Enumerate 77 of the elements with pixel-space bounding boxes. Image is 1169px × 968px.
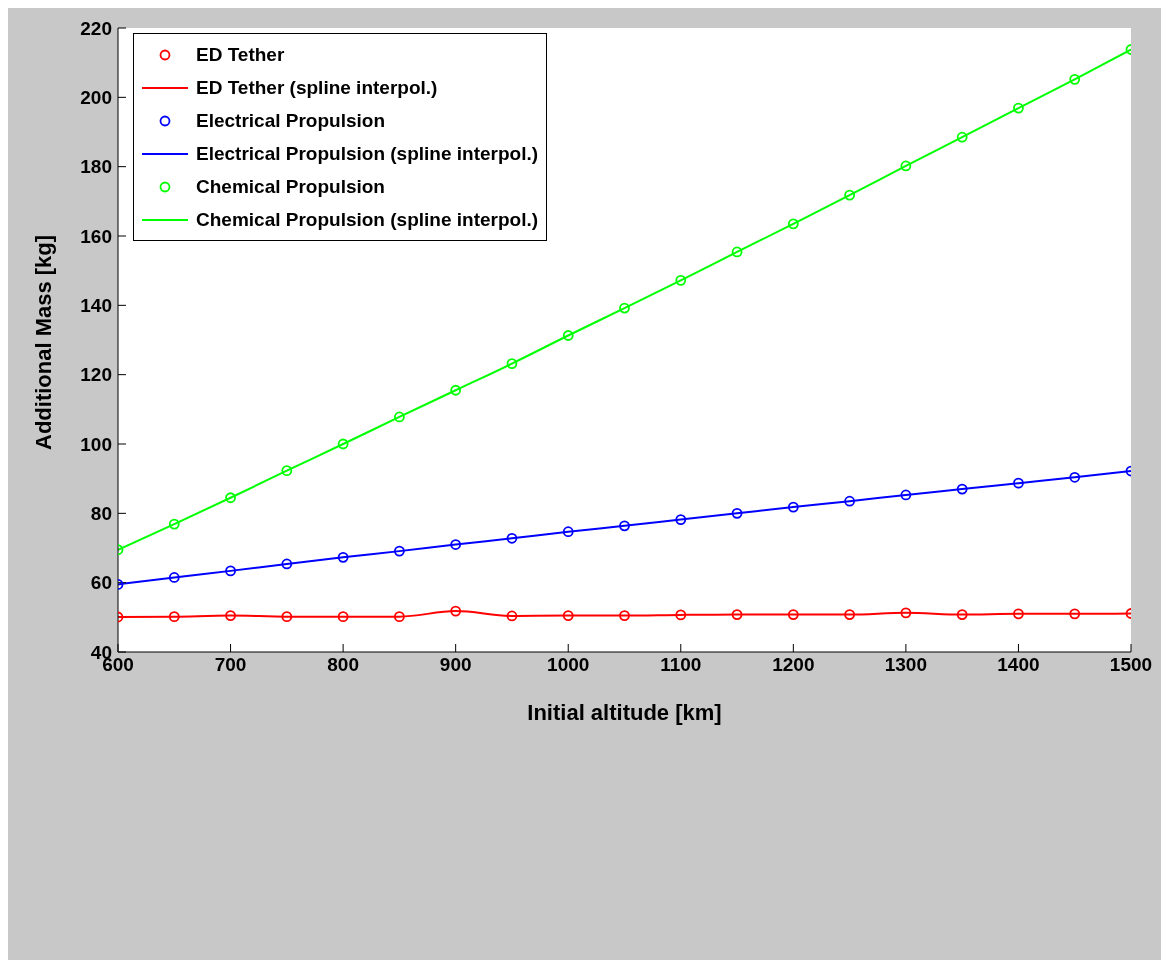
y-tick-label: 60	[90, 572, 112, 594]
point	[675, 609, 687, 621]
point	[956, 609, 968, 620]
point	[900, 607, 912, 619]
point	[844, 495, 856, 507]
point	[562, 610, 574, 621]
x-tick-label: 1400	[997, 654, 1040, 676]
point	[281, 611, 293, 623]
point	[1069, 73, 1081, 85]
point	[1013, 477, 1024, 489]
y-tick-label: 80	[90, 503, 112, 525]
point	[562, 526, 574, 538]
point	[450, 605, 462, 617]
point	[337, 551, 349, 563]
point	[281, 558, 293, 570]
point	[168, 611, 180, 623]
point	[731, 507, 743, 519]
point	[337, 438, 349, 450]
point	[731, 609, 743, 620]
point	[393, 545, 405, 557]
x-tick-label: 1300	[884, 654, 928, 676]
point	[844, 189, 856, 201]
point	[619, 610, 630, 621]
point	[168, 518, 180, 530]
point	[675, 274, 687, 286]
point	[1013, 608, 1024, 620]
x-tick-label: 1200	[772, 654, 815, 676]
point	[281, 465, 293, 477]
point	[225, 492, 236, 504]
x-tick-label: 900	[439, 654, 472, 676]
x-tick-label: 1100	[660, 654, 702, 676]
point	[956, 483, 968, 495]
point	[506, 610, 518, 622]
point	[1069, 608, 1081, 620]
x-tick-label: 1000	[547, 654, 590, 676]
point	[450, 539, 462, 550]
point	[506, 532, 518, 544]
point	[337, 611, 349, 623]
point	[731, 246, 743, 258]
point	[619, 302, 630, 314]
point	[619, 520, 630, 532]
y-tick-label: 220	[80, 17, 112, 39]
x-tick-label: 800	[327, 654, 359, 676]
point	[450, 384, 462, 396]
x-axis-title: Initial altitude [km]	[527, 700, 722, 725]
point	[393, 411, 405, 423]
point	[1013, 102, 1024, 114]
point	[225, 565, 236, 577]
y-tick-label: 100	[80, 433, 112, 455]
y-tick-label: 160	[80, 225, 112, 247]
point	[787, 609, 799, 620]
legend-label: ED Tether (spline interpol.)	[196, 76, 438, 99]
point	[844, 609, 856, 620]
point	[562, 330, 574, 341]
y-tick-label: 120	[80, 364, 112, 386]
point	[787, 501, 799, 513]
y-tick-label: 140	[80, 295, 112, 317]
point	[225, 610, 236, 621]
point	[168, 572, 180, 583]
point	[956, 131, 968, 143]
x-tick-label: 1500	[1109, 654, 1153, 676]
point	[393, 611, 405, 623]
point	[675, 514, 687, 525]
point	[900, 160, 912, 172]
legend-label: Electrical Propulsion	[196, 109, 385, 132]
point	[787, 218, 799, 230]
point	[900, 489, 912, 501]
point	[1069, 471, 1081, 483]
y-tick-label: 180	[80, 156, 112, 178]
point	[506, 358, 518, 369]
x-tick-label: 700	[214, 654, 247, 676]
legend-label: ED Tether	[196, 43, 285, 66]
legend-label: Chemical Propulsion	[196, 175, 385, 198]
y-tick-label: 200	[80, 87, 112, 109]
legend-label: Electrical Propulsion (spline interpol.)	[196, 142, 539, 165]
legend-label: Chemical Propulsion (spline interpol.)	[196, 208, 539, 231]
y-axis-title: Additional Mass [kg]	[30, 234, 56, 450]
